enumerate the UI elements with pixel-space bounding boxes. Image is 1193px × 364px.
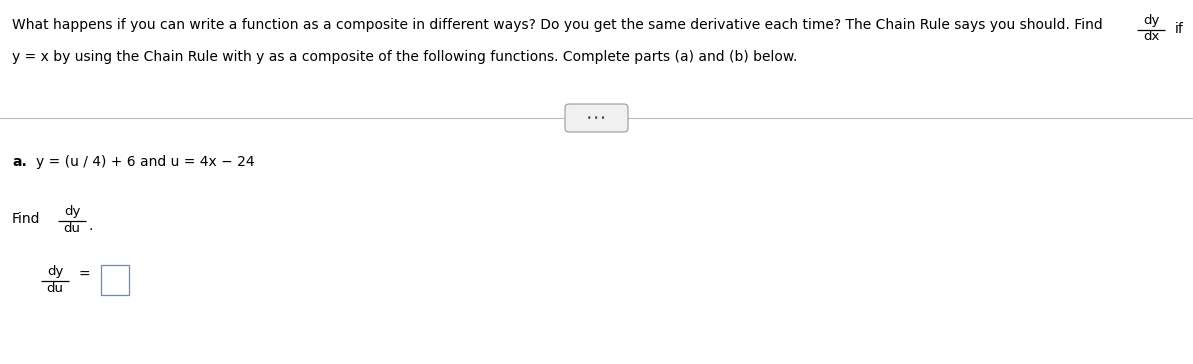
Text: =: = [79, 268, 91, 281]
Text: dy: dy [47, 265, 63, 278]
Text: .: . [88, 219, 92, 233]
Text: dy: dy [63, 205, 80, 218]
Text: Find: Find [12, 212, 41, 226]
Text: What happens if you can write a function as a composite in different ways? Do yo: What happens if you can write a function… [12, 18, 1102, 32]
FancyBboxPatch shape [565, 104, 628, 132]
Text: dx: dx [1143, 31, 1160, 44]
Text: if: if [1175, 22, 1183, 36]
Text: a.: a. [12, 155, 26, 169]
Text: dy: dy [1143, 14, 1160, 27]
Text: • • •: • • • [587, 114, 606, 123]
Text: du: du [63, 222, 80, 234]
FancyBboxPatch shape [101, 265, 129, 294]
Text: y = x by using the Chain Rule with y as a composite of the following functions. : y = x by using the Chain Rule with y as … [12, 50, 797, 64]
Text: du: du [47, 281, 63, 294]
Text: y = (u / 4) + 6 and u = 4x − 24: y = (u / 4) + 6 and u = 4x − 24 [36, 155, 254, 169]
